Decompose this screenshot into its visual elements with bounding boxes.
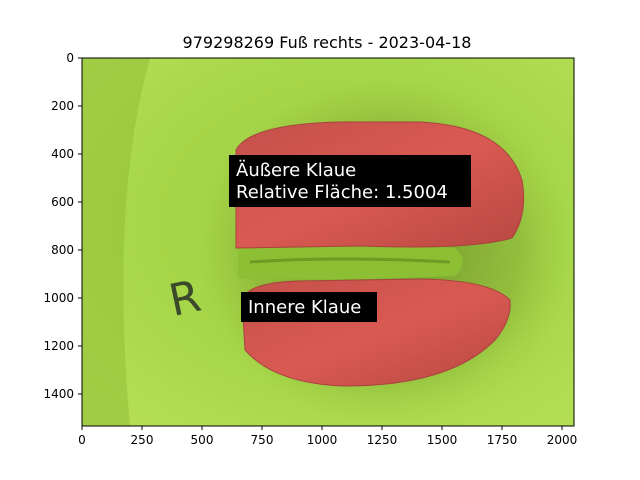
annotation-box	[229, 155, 471, 207]
x-tick-label: 2000	[547, 433, 578, 447]
interdigital-gap	[238, 242, 463, 280]
y-axis: 0 200 400 600 800 1000 1200 1400	[43, 51, 82, 401]
x-tick-label: 1500	[427, 433, 458, 447]
axes-frame	[81, 57, 575, 427]
y-tick-label: 1200	[43, 339, 74, 353]
y-tick-label: 200	[51, 99, 74, 113]
annotation-inner-title: Innere Klaue	[248, 297, 361, 318]
annotation-outer-title: Äußere Klaue	[236, 160, 356, 181]
x-axis: 0 250 500 750 1000 1250 1500 1750 2000	[78, 426, 577, 447]
y-tick-label: 600	[51, 195, 74, 209]
x-tick-label: 0	[78, 433, 86, 447]
photo: R	[82, 58, 574, 426]
x-tick-label: 750	[251, 433, 274, 447]
x-tick-label: 250	[131, 433, 154, 447]
annotation-outer-claw: Äußere Klaue Relative Fläche: 1.5004	[229, 155, 471, 207]
y-tick-label: 400	[51, 147, 74, 161]
annotation-box	[241, 292, 377, 322]
x-tick-label: 1750	[487, 433, 518, 447]
annotation-inner-claw: Innere Klaue	[241, 292, 377, 322]
y-tick-label: 1400	[43, 387, 74, 401]
x-tick-label: 500	[191, 433, 214, 447]
figure-title: 979298269 Fuß rechts - 2023-04-18	[183, 33, 472, 52]
photo-left-shade	[82, 58, 150, 426]
y-tick-label: 1000	[43, 291, 74, 305]
x-tick-label: 1000	[307, 433, 338, 447]
y-tick-label: 0	[66, 51, 74, 65]
x-tick-label: 1250	[367, 433, 398, 447]
annotation-outer-area: Relative Fläche: 1.5004	[236, 182, 448, 203]
y-tick-label: 800	[51, 243, 74, 257]
